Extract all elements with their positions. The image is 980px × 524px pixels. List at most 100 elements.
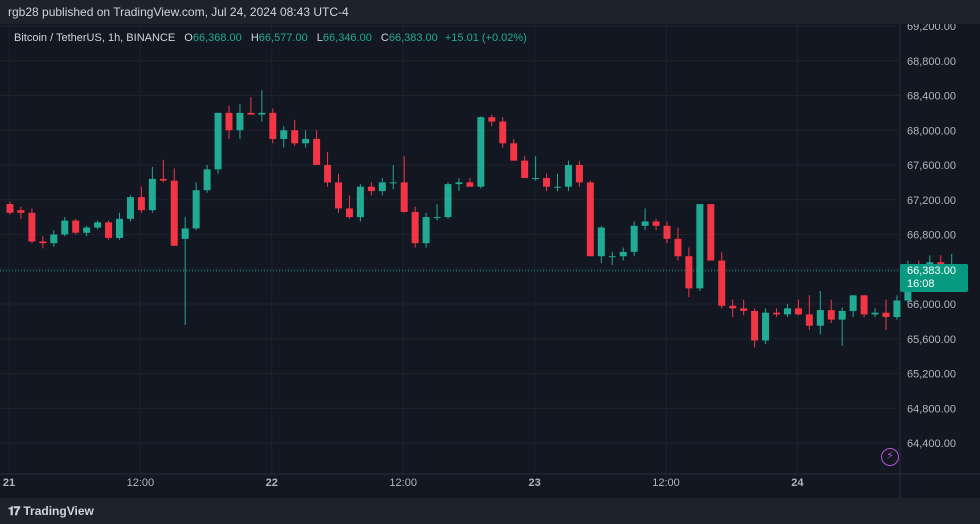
- publish-header: rgb28 published on TradingView.com, Jul …: [0, 0, 980, 24]
- candle-body-up: [893, 300, 901, 318]
- y-tick-label: 64,400.00: [907, 438, 956, 450]
- candle-body-down: [411, 211, 419, 244]
- candle-body-up: [444, 184, 452, 218]
- tradingview-brand[interactable]: 𝟏𝟕 TradingView: [8, 498, 94, 524]
- last-price-tag: 66,383.00 16:08: [900, 264, 968, 292]
- x-tick-label: 12:00: [652, 477, 680, 489]
- y-tick-label: 68,000.00: [907, 125, 956, 137]
- candle-body-down: [586, 182, 594, 257]
- close-key: C: [380, 32, 389, 44]
- candle-body-down: [324, 165, 332, 183]
- candle-body-down: [6, 204, 14, 213]
- candle-body-up: [214, 112, 222, 170]
- candle-body-up: [422, 217, 430, 244]
- candle-body-up: [762, 312, 770, 341]
- y-tick-label: 67,200.00: [907, 195, 956, 207]
- x-tick-label: 24: [791, 477, 804, 489]
- candle-body-up: [564, 165, 572, 187]
- candle-body-up: [433, 217, 441, 219]
- candle-body-up: [356, 186, 364, 218]
- candle-body-up: [148, 178, 156, 211]
- candle-body-up: [597, 227, 605, 257]
- candle-body-down: [773, 312, 780, 315]
- low-key: L: [316, 32, 323, 44]
- high-key: H: [250, 32, 259, 44]
- candle-body-down: [39, 241, 47, 244]
- candle-body-down: [652, 221, 660, 226]
- candle-body-down: [663, 225, 671, 239]
- tradingview-logo-icon: 𝟏𝟕: [8, 504, 20, 518]
- change-value: +15.01 (+0.02%): [444, 32, 527, 44]
- candle-body-up: [783, 308, 791, 315]
- chart-area[interactable]: 69,200.00 68,800.00 68,400.00 68,000.00 67,6…: [0, 24, 980, 498]
- close-value: 66,383.00: [388, 32, 438, 44]
- candle-body-down: [345, 208, 353, 218]
- candle-body-down: [17, 210, 25, 213]
- candle-body-down: [674, 238, 682, 257]
- candle-body-down: [466, 182, 474, 187]
- candle-body-down: [400, 182, 408, 212]
- candle-body-up: [61, 220, 69, 235]
- candle-body-down: [740, 308, 748, 311]
- y-tick-label: 67,600.00: [907, 160, 956, 172]
- y-tick-label: 66,800.00: [907, 230, 956, 242]
- lightning-icon[interactable]: ⚡: [881, 448, 899, 466]
- candle-body-up: [532, 178, 540, 180]
- candle-body-down: [827, 310, 835, 320]
- candle-body-down: [269, 112, 277, 139]
- candle-body-up: [871, 312, 879, 315]
- candle-body-down: [707, 204, 715, 261]
- candle-body-up: [181, 228, 189, 239]
- candle-body-up: [236, 112, 244, 131]
- candle-body-up: [619, 251, 627, 257]
- candle-body-down: [794, 308, 802, 315]
- x-tick-label: 12:00: [389, 477, 417, 489]
- candle-body-down: [313, 138, 321, 165]
- candle-body-down: [72, 220, 80, 233]
- x-tick-label: 22: [266, 477, 278, 489]
- candle-body-down: [882, 312, 890, 318]
- y-tick-label: 69,200.00: [907, 24, 956, 33]
- x-tick-label: 21: [3, 477, 15, 489]
- ohlc-legend: Bitcoin / TetherUS, 1h, BINANCE O66,368.…: [14, 32, 527, 44]
- candle-body-up: [94, 222, 102, 228]
- brand-label: TradingView: [23, 504, 94, 518]
- candle-body-down: [367, 186, 375, 192]
- candle-body-up: [849, 295, 857, 311]
- candle-body-down: [335, 182, 342, 209]
- candle-body-down: [137, 197, 145, 211]
- candle-body-up: [203, 169, 211, 191]
- open-value: 66,368.00: [192, 32, 242, 44]
- candle-body-down: [488, 117, 496, 122]
- candle-body-down: [170, 180, 178, 246]
- candle-body-up: [641, 221, 649, 226]
- candle-body-down: [751, 310, 759, 341]
- candle-body-down: [499, 121, 507, 144]
- publish-info: rgb28 published on TradingView.com, Jul …: [8, 5, 349, 19]
- candle-body-down: [225, 112, 233, 131]
- x-tick-label: 23: [528, 477, 540, 489]
- y-tick-label: 64,800.00: [907, 403, 956, 415]
- candle-body-down: [159, 178, 167, 181]
- y-tick-label: 65,600.00: [907, 334, 956, 346]
- candle-body-up: [280, 130, 288, 139]
- candlestick-chart[interactable]: 69,200.00 68,800.00 68,400.00 68,000.00 67,6…: [0, 24, 980, 498]
- y-tick-label: 68,800.00: [907, 56, 956, 68]
- y-tick-label: 68,400.00: [907, 91, 956, 103]
- candle-body-up: [816, 310, 824, 326]
- candle-body-down: [247, 112, 255, 115]
- candle-body-down: [860, 295, 868, 315]
- candle-body-down: [685, 256, 693, 289]
- candle-body-up: [258, 112, 266, 115]
- candle-body-up: [554, 186, 561, 188]
- footer-bar: 𝟏𝟕 TradingView: [0, 498, 980, 524]
- last-price-value: 66,383.00: [907, 265, 956, 277]
- candle-body-up: [838, 310, 846, 320]
- open-key: O: [184, 32, 193, 44]
- candle-body-up: [696, 204, 704, 289]
- y-tick-label: 66,000.00: [907, 299, 956, 311]
- candle-body-up: [116, 218, 123, 238]
- candle-body-up: [455, 182, 463, 185]
- symbol-label: Bitcoin / TetherUS, 1h, BINANCE: [14, 32, 176, 44]
- candle-body-down: [28, 212, 36, 242]
